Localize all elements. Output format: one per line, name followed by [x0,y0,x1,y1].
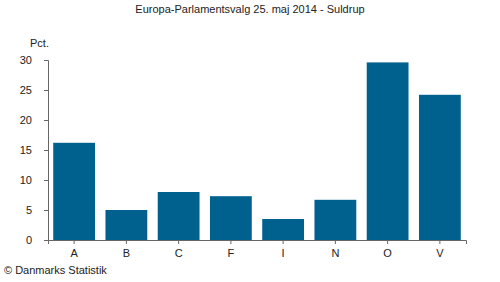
y-tick-mark [44,240,48,241]
y-tick: 10 [20,174,48,186]
x-tick-label: I [282,247,285,259]
x-axis: ABCFINOV [49,240,467,259]
x-tick: N [331,240,339,259]
source-note: © Danmarks Statistik [4,264,107,276]
y-tick: 30 [20,54,48,66]
y-tick-label: 0 [26,234,32,246]
x-tick-mark [178,240,179,244]
x-tick-label: O [383,247,392,259]
x-tick-label: C [175,247,183,259]
x-axis-line [49,241,467,245]
x-tick: B [123,240,130,259]
title: Europa-Parlamentsvalg 25. maj 2014 - Sul… [135,3,364,15]
x-tick: O [383,240,392,259]
x-tick-mark [74,240,75,244]
y-tick: 15 [20,144,48,156]
y-tick-label: 15 [20,144,32,156]
y-tick-label: 30 [20,54,32,66]
y-axis-line [44,61,49,241]
x-tick-label: B [123,247,130,259]
y-tick-label: 10 [20,174,32,186]
y-tick-label: 5 [26,204,32,216]
bar [419,95,461,240]
y-axis: 0 5 10 15 20 25 30 [20,54,49,246]
x-tick: V [436,240,444,259]
x-tick-mark [439,240,440,244]
x-tick: A [70,240,78,259]
y-tick-mark [44,150,48,151]
bar [262,219,304,240]
y-tick-mark [44,60,48,61]
x-tick-label: F [228,247,235,259]
x-tick: F [228,240,235,259]
x-tick-label: N [331,247,339,259]
y-tick-label: 20 [20,114,32,126]
y-tick-mark [44,180,48,181]
x-tick-mark [126,240,127,244]
bar [210,196,252,240]
y-tick: 20 [20,114,48,126]
y-tick: 25 [20,84,48,96]
x-tick-mark [283,240,284,244]
x-tick-label: A [70,247,78,259]
y-tick: 0 [26,234,48,246]
y-tick-mark [44,120,48,121]
y-axis-title: Pct. [30,37,49,49]
x-tick-mark [230,240,231,244]
y-tick-mark [44,210,48,211]
chart: Europa-Parlamentsvalg 25. maj 2014 - Sul… [0,0,500,282]
bar [367,62,409,240]
bar [314,200,356,240]
x-tick: C [175,240,183,259]
bar [105,210,147,240]
bar [158,192,200,240]
x-tick: I [282,240,285,259]
y-tick: 5 [26,204,48,216]
bars [53,62,461,240]
x-tick-mark [387,240,388,244]
y-tick-mark [44,90,48,91]
y-tick-label: 25 [20,84,32,96]
x-tick-mark [335,240,336,244]
bar [53,143,95,240]
x-tick-label: V [436,247,444,259]
plot: 0 5 10 15 20 25 30 A B C F I N O V [20,54,467,259]
